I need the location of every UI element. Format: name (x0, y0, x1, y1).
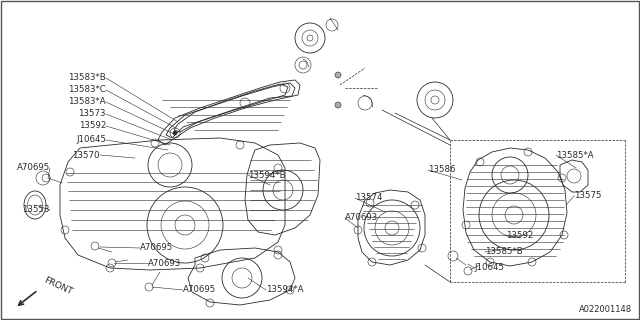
Text: 13575: 13575 (574, 191, 602, 201)
Circle shape (335, 72, 341, 78)
Text: 13573: 13573 (79, 109, 106, 118)
Text: A70693: A70693 (345, 213, 378, 222)
Text: 13594*B: 13594*B (248, 171, 285, 180)
Circle shape (173, 131, 177, 135)
Text: 13583*B: 13583*B (68, 74, 106, 83)
Text: A70695: A70695 (183, 285, 216, 294)
Circle shape (335, 102, 341, 108)
Text: A022001148: A022001148 (579, 305, 632, 314)
Text: A70695: A70695 (140, 244, 173, 252)
Text: 13592: 13592 (506, 230, 533, 239)
Text: 13574: 13574 (355, 194, 383, 203)
Text: 13585*B: 13585*B (485, 247, 523, 257)
Text: 13592: 13592 (79, 122, 106, 131)
Text: 13586: 13586 (428, 165, 456, 174)
Text: 13583*A: 13583*A (68, 98, 106, 107)
Text: 13585*A: 13585*A (556, 150, 594, 159)
Text: 13583*C: 13583*C (68, 85, 106, 94)
Text: A70693: A70693 (148, 259, 181, 268)
Text: 13553: 13553 (22, 205, 50, 214)
Text: 13594*A: 13594*A (266, 285, 303, 294)
Text: FRONT: FRONT (42, 276, 74, 297)
Text: A70695: A70695 (17, 164, 50, 172)
Text: 13570: 13570 (72, 150, 100, 159)
Text: J10645: J10645 (474, 263, 504, 273)
Text: J10645: J10645 (76, 135, 106, 145)
